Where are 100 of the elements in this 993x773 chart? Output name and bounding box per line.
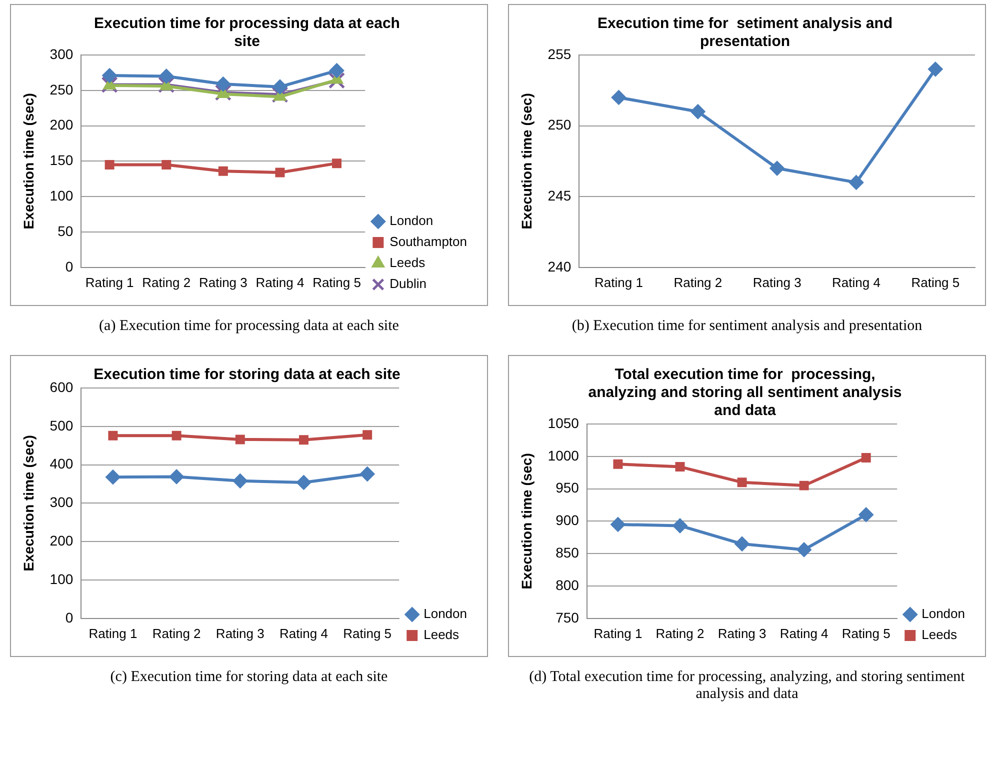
point	[799, 480, 809, 490]
y-tick-label: 250	[548, 116, 572, 133]
x-tick-label: Rating 1	[88, 626, 138, 641]
point	[162, 160, 172, 170]
point	[332, 158, 342, 168]
point	[362, 430, 372, 440]
text: (c) Execution time for storing data at each site	[109, 669, 389, 686]
y-tick-label: 600	[50, 378, 74, 395]
point	[329, 63, 344, 78]
y-tick-label: 750	[556, 609, 580, 626]
text: (b) Execution time for sentiment analysis and presentation	[570, 318, 924, 335]
legend-label: London	[424, 606, 468, 622]
x-tick-label: Rating 2	[142, 274, 191, 290]
x-tick-label: Rating 4	[832, 274, 880, 290]
point	[275, 168, 285, 178]
legend-label: Leeds	[390, 255, 426, 270]
y-tick-label: 150	[50, 152, 74, 168]
point	[172, 430, 182, 440]
y-tick-label: 50	[58, 222, 74, 239]
point	[610, 516, 626, 532]
point	[737, 478, 747, 488]
point	[861, 452, 871, 462]
x-tick-label: Rating 2	[656, 626, 704, 641]
y-tick-label: 0	[65, 609, 74, 626]
y-tick-label: 240	[548, 258, 572, 274]
point	[613, 459, 623, 469]
point	[690, 104, 706, 120]
y-tick-label: 0	[65, 258, 74, 274]
y-axis-title: Execution time (sec)	[518, 93, 534, 230]
y-tick-label: 300	[50, 46, 74, 62]
y-tick-label: 100	[50, 570, 74, 587]
y-tick-label: 900	[556, 512, 580, 528]
point	[298, 435, 308, 445]
point	[672, 518, 688, 534]
point	[102, 68, 118, 84]
x-tick-label: Rating 3	[216, 626, 264, 641]
x-tick-label: Rating 2	[152, 626, 201, 641]
y-tick-label: 1000	[548, 447, 580, 464]
y-tick-label: 200	[50, 116, 74, 133]
x-tick-label: Rating 1	[594, 626, 642, 641]
x-tick-label: Rating 4	[280, 626, 328, 641]
point	[272, 79, 288, 94]
y-tick-label: 250	[50, 81, 74, 98]
point	[216, 76, 231, 92]
legend-label: London	[390, 213, 434, 228]
y-axis-title: Execution time (sec)	[20, 93, 36, 230]
x-tick-label: Rating 3	[718, 626, 766, 641]
y-tick-label: 400	[50, 456, 74, 472]
y-tick-label: 500	[50, 417, 74, 434]
point	[734, 536, 750, 552]
x-tick-label: Rating 5	[343, 626, 392, 641]
y-axis-title: Execution time (sec)	[20, 435, 36, 572]
y-tick-label: 100	[50, 187, 74, 204]
chart-title: Execution time for setiment analysis and presentation	[597, 15, 893, 50]
y-tick-label: 245	[548, 187, 572, 204]
y-tick-label: 200	[50, 532, 74, 548]
point	[101, 76, 118, 94]
legend-label: Leeds	[922, 627, 958, 642]
point	[858, 507, 874, 522]
y-tick-label: 800	[556, 576, 580, 593]
legend-label: Leeds	[424, 627, 460, 642]
y-tick-label: 300	[50, 494, 74, 510]
point	[848, 174, 864, 190]
point	[158, 68, 174, 84]
x-tick-label: Rating 1	[85, 274, 134, 290]
point	[796, 542, 812, 558]
x-tick-label: Rating 3	[752, 274, 802, 290]
point	[328, 72, 346, 89]
point	[108, 430, 118, 440]
x-tick-label: Rating 3	[198, 274, 248, 290]
y-tick-label: 1050	[548, 414, 580, 431]
point	[770, 160, 785, 176]
point	[218, 166, 228, 176]
point	[611, 90, 626, 105]
chart-title: Execution time for storing data at each site	[94, 366, 400, 384]
legend-label: Dublin	[390, 276, 427, 292]
x-tick-label: Rating 5	[842, 626, 890, 641]
legend-label: London	[922, 606, 966, 622]
point	[675, 462, 685, 472]
x-tick-label: Rating 5	[312, 274, 361, 290]
x-tick-label: Rating 4	[256, 274, 304, 290]
point	[928, 62, 943, 77]
y-tick-label: 850	[556, 544, 580, 560]
y-tick-label: 255	[548, 46, 572, 62]
chart-title: Execution time for processing data at each site	[94, 15, 400, 50]
point	[360, 466, 375, 482]
y-tick-label: 950	[556, 480, 580, 496]
x-tick-label: Rating 4	[780, 626, 828, 641]
point	[105, 470, 120, 485]
point	[158, 76, 175, 94]
x-tick-label: Rating 5	[911, 274, 960, 290]
point	[104, 160, 114, 170]
text: (d) Total execution time for processing, analyzing, and storing sentiment analysis and data	[528, 669, 966, 703]
point	[296, 474, 312, 490]
legend-label: Southampton	[390, 234, 468, 250]
x-tick-label: Rating 1	[594, 274, 643, 290]
x-tick-label: Rating 2	[674, 274, 722, 290]
text: (a) Execution time for processing data at each site	[98, 318, 400, 335]
point	[235, 434, 245, 444]
point	[169, 469, 184, 484]
